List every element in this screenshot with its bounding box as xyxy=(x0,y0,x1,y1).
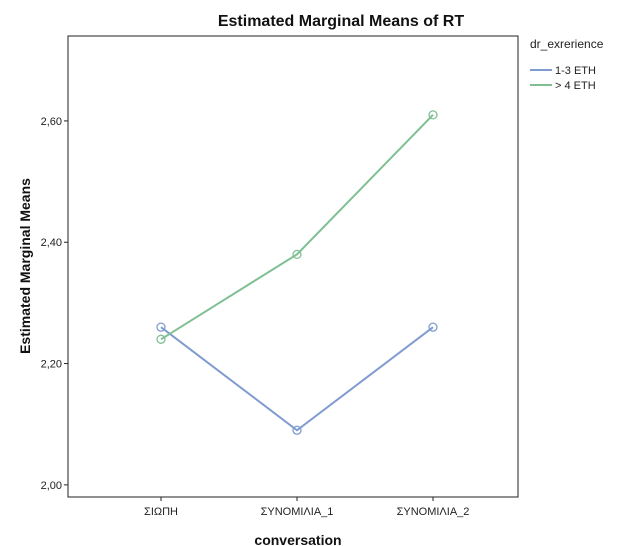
data-point xyxy=(156,334,166,344)
series-line-1 xyxy=(160,326,434,432)
series-group xyxy=(156,110,438,435)
x-tick-label: ΣΥΝΟΜΙΛΙΑ_1 xyxy=(261,506,334,518)
plot-frame xyxy=(67,35,519,498)
y-axis-title: Estimated Marginal Means xyxy=(17,178,33,354)
y-tick-label: 2,60 xyxy=(41,116,62,128)
data-point xyxy=(428,322,438,332)
x-axis: ΣΙΩΠΗ ΣΥΝΟΜΙΛΙΑ_1 ΣΥΝΟΜΙΛΙΑ_2 xyxy=(144,497,469,518)
y-tick-label: 2,40 xyxy=(41,237,62,249)
legend-label: > 4 ΕΤΗ xyxy=(555,80,596,92)
x-axis-title: conversation xyxy=(254,532,341,546)
data-point xyxy=(428,110,438,120)
data-point xyxy=(292,425,302,435)
data-point xyxy=(292,249,302,260)
legend-label: 1-3 ΕΤΗ xyxy=(555,65,596,77)
data-point xyxy=(156,322,166,332)
y-axis: 2,00 2,20 2,40 2,60 xyxy=(41,116,68,492)
legend: dr_exrerience 1-3 ΕΤΗ > 4 ΕΤΗ xyxy=(530,37,604,92)
y-tick-label: 2,00 xyxy=(41,480,62,492)
y-tick-label: 2,20 xyxy=(41,359,62,371)
legend-title: dr_exrerience xyxy=(530,37,604,51)
x-tick-label: ΣΙΩΠΗ xyxy=(144,506,178,518)
chart-title: Estimated Marginal Means of RT xyxy=(218,13,464,30)
series-line-2 xyxy=(160,114,434,341)
x-tick-label: ΣΥΝΟΜΙΛΙΑ_2 xyxy=(397,506,470,518)
